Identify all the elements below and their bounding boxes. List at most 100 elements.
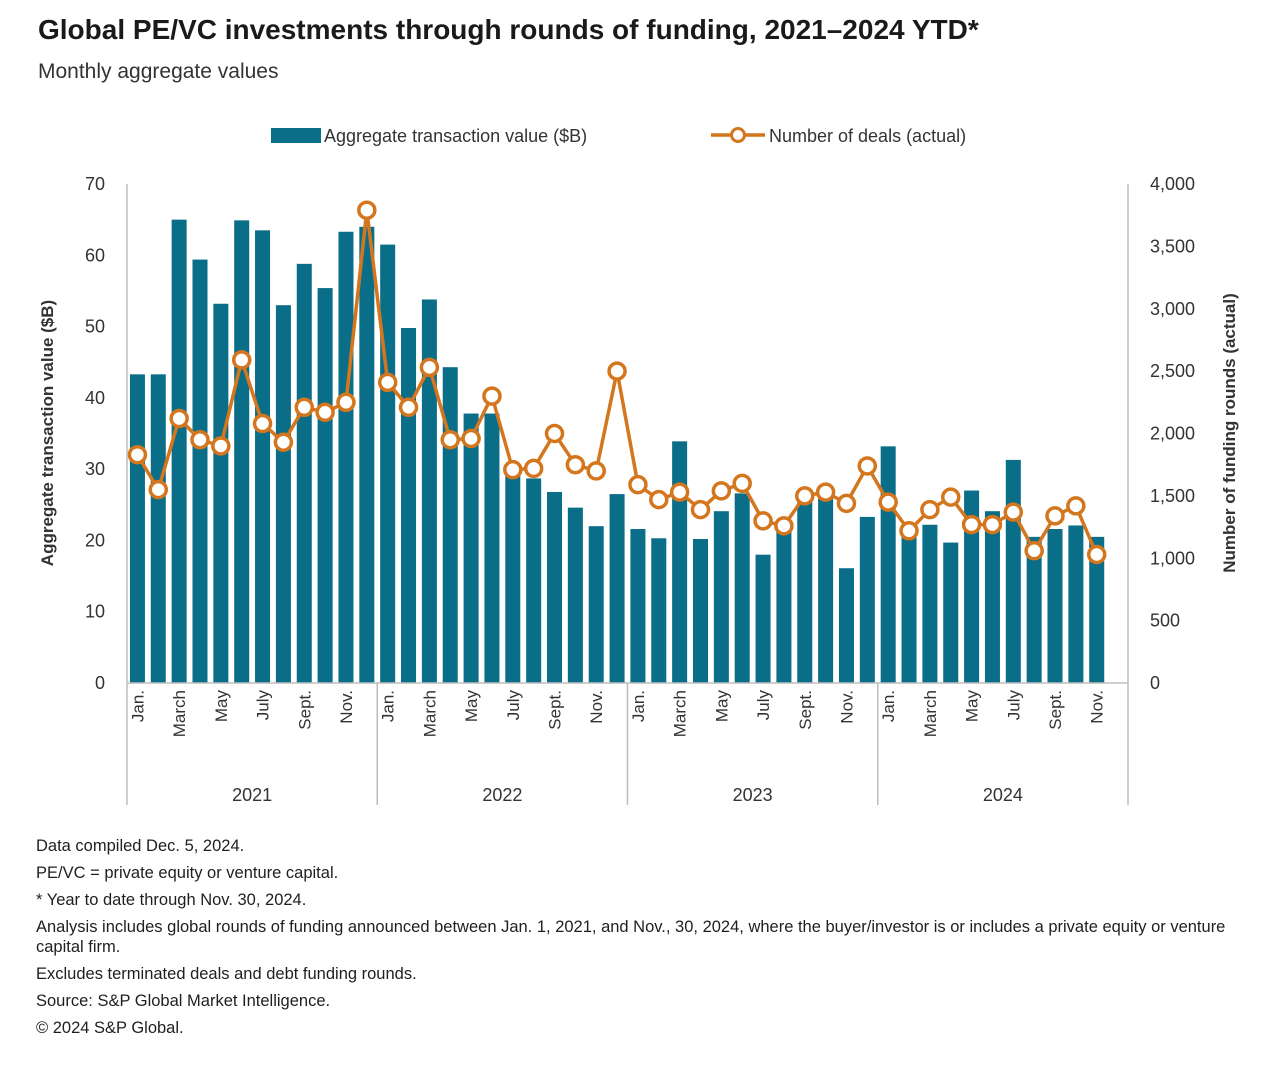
right-axis-ticks: 0 500 1,000 1,500 2,000 2,500 3,000 3,500 4,000 [1150,174,1195,693]
bar [755,554,771,683]
left-tick-label: 30 [85,459,105,479]
deals-point [1066,496,1086,516]
deals-point [815,482,836,502]
month-label: July [1004,690,1023,721]
left-tick-label: 40 [85,388,105,408]
month-label: July [754,690,773,721]
month-label: May [462,690,481,723]
bar [609,494,625,683]
deals-point [1086,544,1107,565]
month-label: July [504,690,523,721]
bar [1089,536,1105,683]
deals-point [294,397,315,418]
deals-point [899,521,919,541]
month-label: May [963,690,982,723]
deals-point [940,487,961,507]
bar [838,568,854,683]
right-tick-label: 1,000 [1150,548,1195,568]
deals-point [1024,541,1044,561]
note-copyright: © 2024 S&P Global. [36,1019,184,1037]
deals-line [127,200,1107,565]
bar [213,303,229,683]
notes: Data compiled Dec. 5, 2024. PE/VC = priv… [36,836,1236,1045]
deals-point [961,514,982,535]
month-label: Nov. [337,690,356,724]
month-label: Nov. [587,690,606,724]
bar [192,259,208,683]
note-analysis: Analysis includes global rounds of fundi… [36,918,1226,956]
deals-point [774,516,794,536]
deals-point [398,397,419,418]
month-label: Jan. [379,690,398,722]
legend-line-label: Number of deals (actual) [769,126,966,146]
deals-point [982,514,1003,535]
year-label: 2022 [482,785,522,805]
bar [901,536,917,683]
bar [526,478,542,683]
year-label: 2024 [983,785,1023,805]
deals-point [357,200,377,220]
month-label: May [712,690,731,723]
deals-point [461,428,481,449]
bar [442,367,458,683]
deals-point [419,357,440,378]
axes [126,184,1129,805]
deals-point [190,429,210,450]
bar [317,288,333,683]
month-label: Sept. [1046,690,1065,730]
month-label: Sept. [546,690,565,730]
deals-point [315,402,335,423]
month-label: Jan. [629,690,648,722]
deals-point [503,459,523,480]
deals-point [795,486,815,506]
right-tick-label: 2,000 [1150,424,1195,444]
deals-point [586,461,606,481]
right-tick-label: 2,500 [1150,361,1195,381]
legend: Aggregate transaction value ($B) Number … [271,126,966,146]
month-label: March [420,690,439,737]
month-label: July [254,690,273,721]
bar [964,490,980,683]
note-exclusions: Excludes terminated deals and debt fundi… [36,965,417,983]
deals-point [148,479,169,500]
bar [401,328,417,683]
month-label: Jan. [879,690,898,722]
deals-point [628,474,648,495]
deals-point [607,361,627,381]
bar [776,521,792,683]
chart-subtitle: Monthly aggregate values [38,60,279,83]
deals-point [836,493,857,514]
deals-point [669,482,690,502]
chart-title: Global PE/VC investments through rounds … [38,14,979,45]
bar [129,374,145,683]
note-ytd: * Year to date through Nov. 30, 2024. [36,891,307,909]
bar [484,413,500,683]
bar [713,511,729,683]
deals-point [127,444,148,465]
bar [275,305,291,683]
month-label: March [170,690,189,737]
deals-point [565,454,586,475]
month-label: Sept. [295,690,314,730]
legend-line-marker [730,127,746,143]
chart: Aggregate transaction value ($B) Number … [38,126,1239,805]
bar [338,231,354,683]
month-label: March [921,690,940,737]
bar [1047,529,1063,683]
deals-point [273,432,294,452]
right-tick-label: 3,000 [1150,299,1195,319]
left-tick-label: 50 [85,317,105,337]
bar [505,464,521,683]
month-label: Sept. [796,690,815,730]
bar [880,446,896,683]
deals-point [231,350,252,370]
right-axis-title: Number of funding rounds (actual) [1220,293,1239,573]
deals-point [482,386,502,406]
month-label: Jan. [128,690,147,722]
bar [1005,459,1021,683]
bar [818,489,834,683]
year-label: 2021 [232,785,272,805]
deals-point [878,492,898,512]
deals-point [544,423,565,444]
right-tick-label: 3,500 [1150,236,1195,256]
